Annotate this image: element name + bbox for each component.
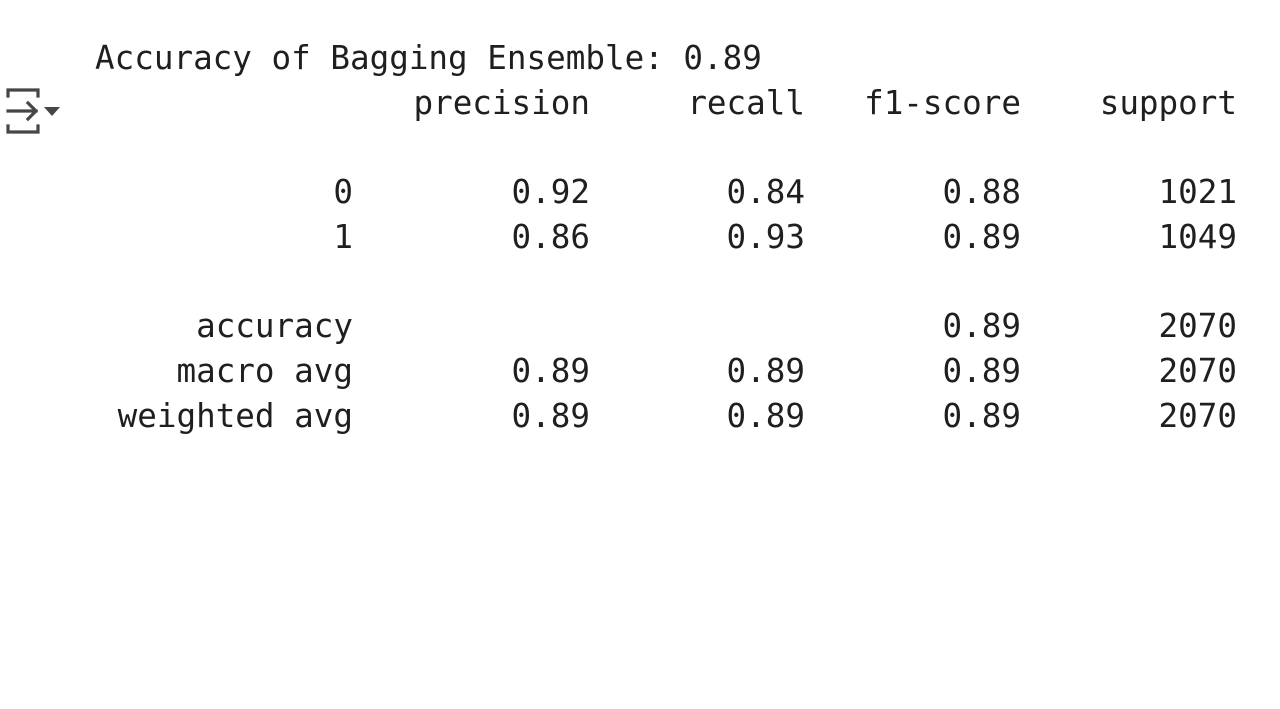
report-row-weighted-avg: weighted avg 0.89 0.89 0.89 2070 <box>95 394 1237 439</box>
row-f1-score: 0.89 <box>942 352 1021 390</box>
row-precision: 0.89 <box>511 352 590 390</box>
row-recall: 0.93 <box>726 218 805 256</box>
row-support: 1021 <box>1158 173 1237 211</box>
row-support: 1049 <box>1158 218 1237 256</box>
row-precision: 0.92 <box>511 173 590 211</box>
row-recall: 0.84 <box>726 173 805 211</box>
report-row-macro-avg: macro avg 0.89 0.89 0.89 2070 <box>95 349 1237 394</box>
header-f1-score: f1-score <box>864 84 1021 122</box>
row-f1-score: 0.89 <box>942 397 1021 435</box>
row-label: macro avg <box>176 352 353 390</box>
cell-output: Accuracy of Bagging Ensemble: 0.89 preci… <box>95 36 1237 439</box>
accuracy-text: Accuracy of Bagging Ensemble: 0.89 <box>95 39 762 77</box>
report-row-class-0: 0 0.92 0.84 0.88 1021 <box>95 170 1237 215</box>
row-support: 2070 <box>1158 307 1237 345</box>
row-precision: 0.89 <box>511 397 590 435</box>
output-toggle-button[interactable] <box>4 86 62 136</box>
row-label: accuracy <box>196 307 353 345</box>
header-precision: precision <box>413 84 590 122</box>
row-support: 2070 <box>1158 352 1237 390</box>
row-f1-score: 0.89 <box>942 218 1021 256</box>
row-recall: 0.89 <box>726 397 805 435</box>
row-f1-score: 0.89 <box>942 307 1021 345</box>
report-header: precision recall f1-score support <box>95 81 1237 126</box>
row-label: weighted avg <box>117 397 353 435</box>
row-recall: 0.89 <box>726 352 805 390</box>
row-support: 2070 <box>1158 397 1237 435</box>
row-f1-score: 0.88 <box>942 173 1021 211</box>
report-row-accuracy: accuracy 0.89 2070 <box>95 304 1237 349</box>
row-precision: 0.86 <box>511 218 590 256</box>
row-label: 0 <box>333 173 353 211</box>
report-row-class-1: 1 0.86 0.93 0.89 1049 <box>95 215 1237 260</box>
header-recall: recall <box>687 84 805 122</box>
row-label: 1 <box>333 218 353 256</box>
classification-report: precision recall f1-score support 0 0.92… <box>95 81 1237 439</box>
header-support: support <box>1099 84 1237 122</box>
output-toggle-icon <box>6 88 60 134</box>
